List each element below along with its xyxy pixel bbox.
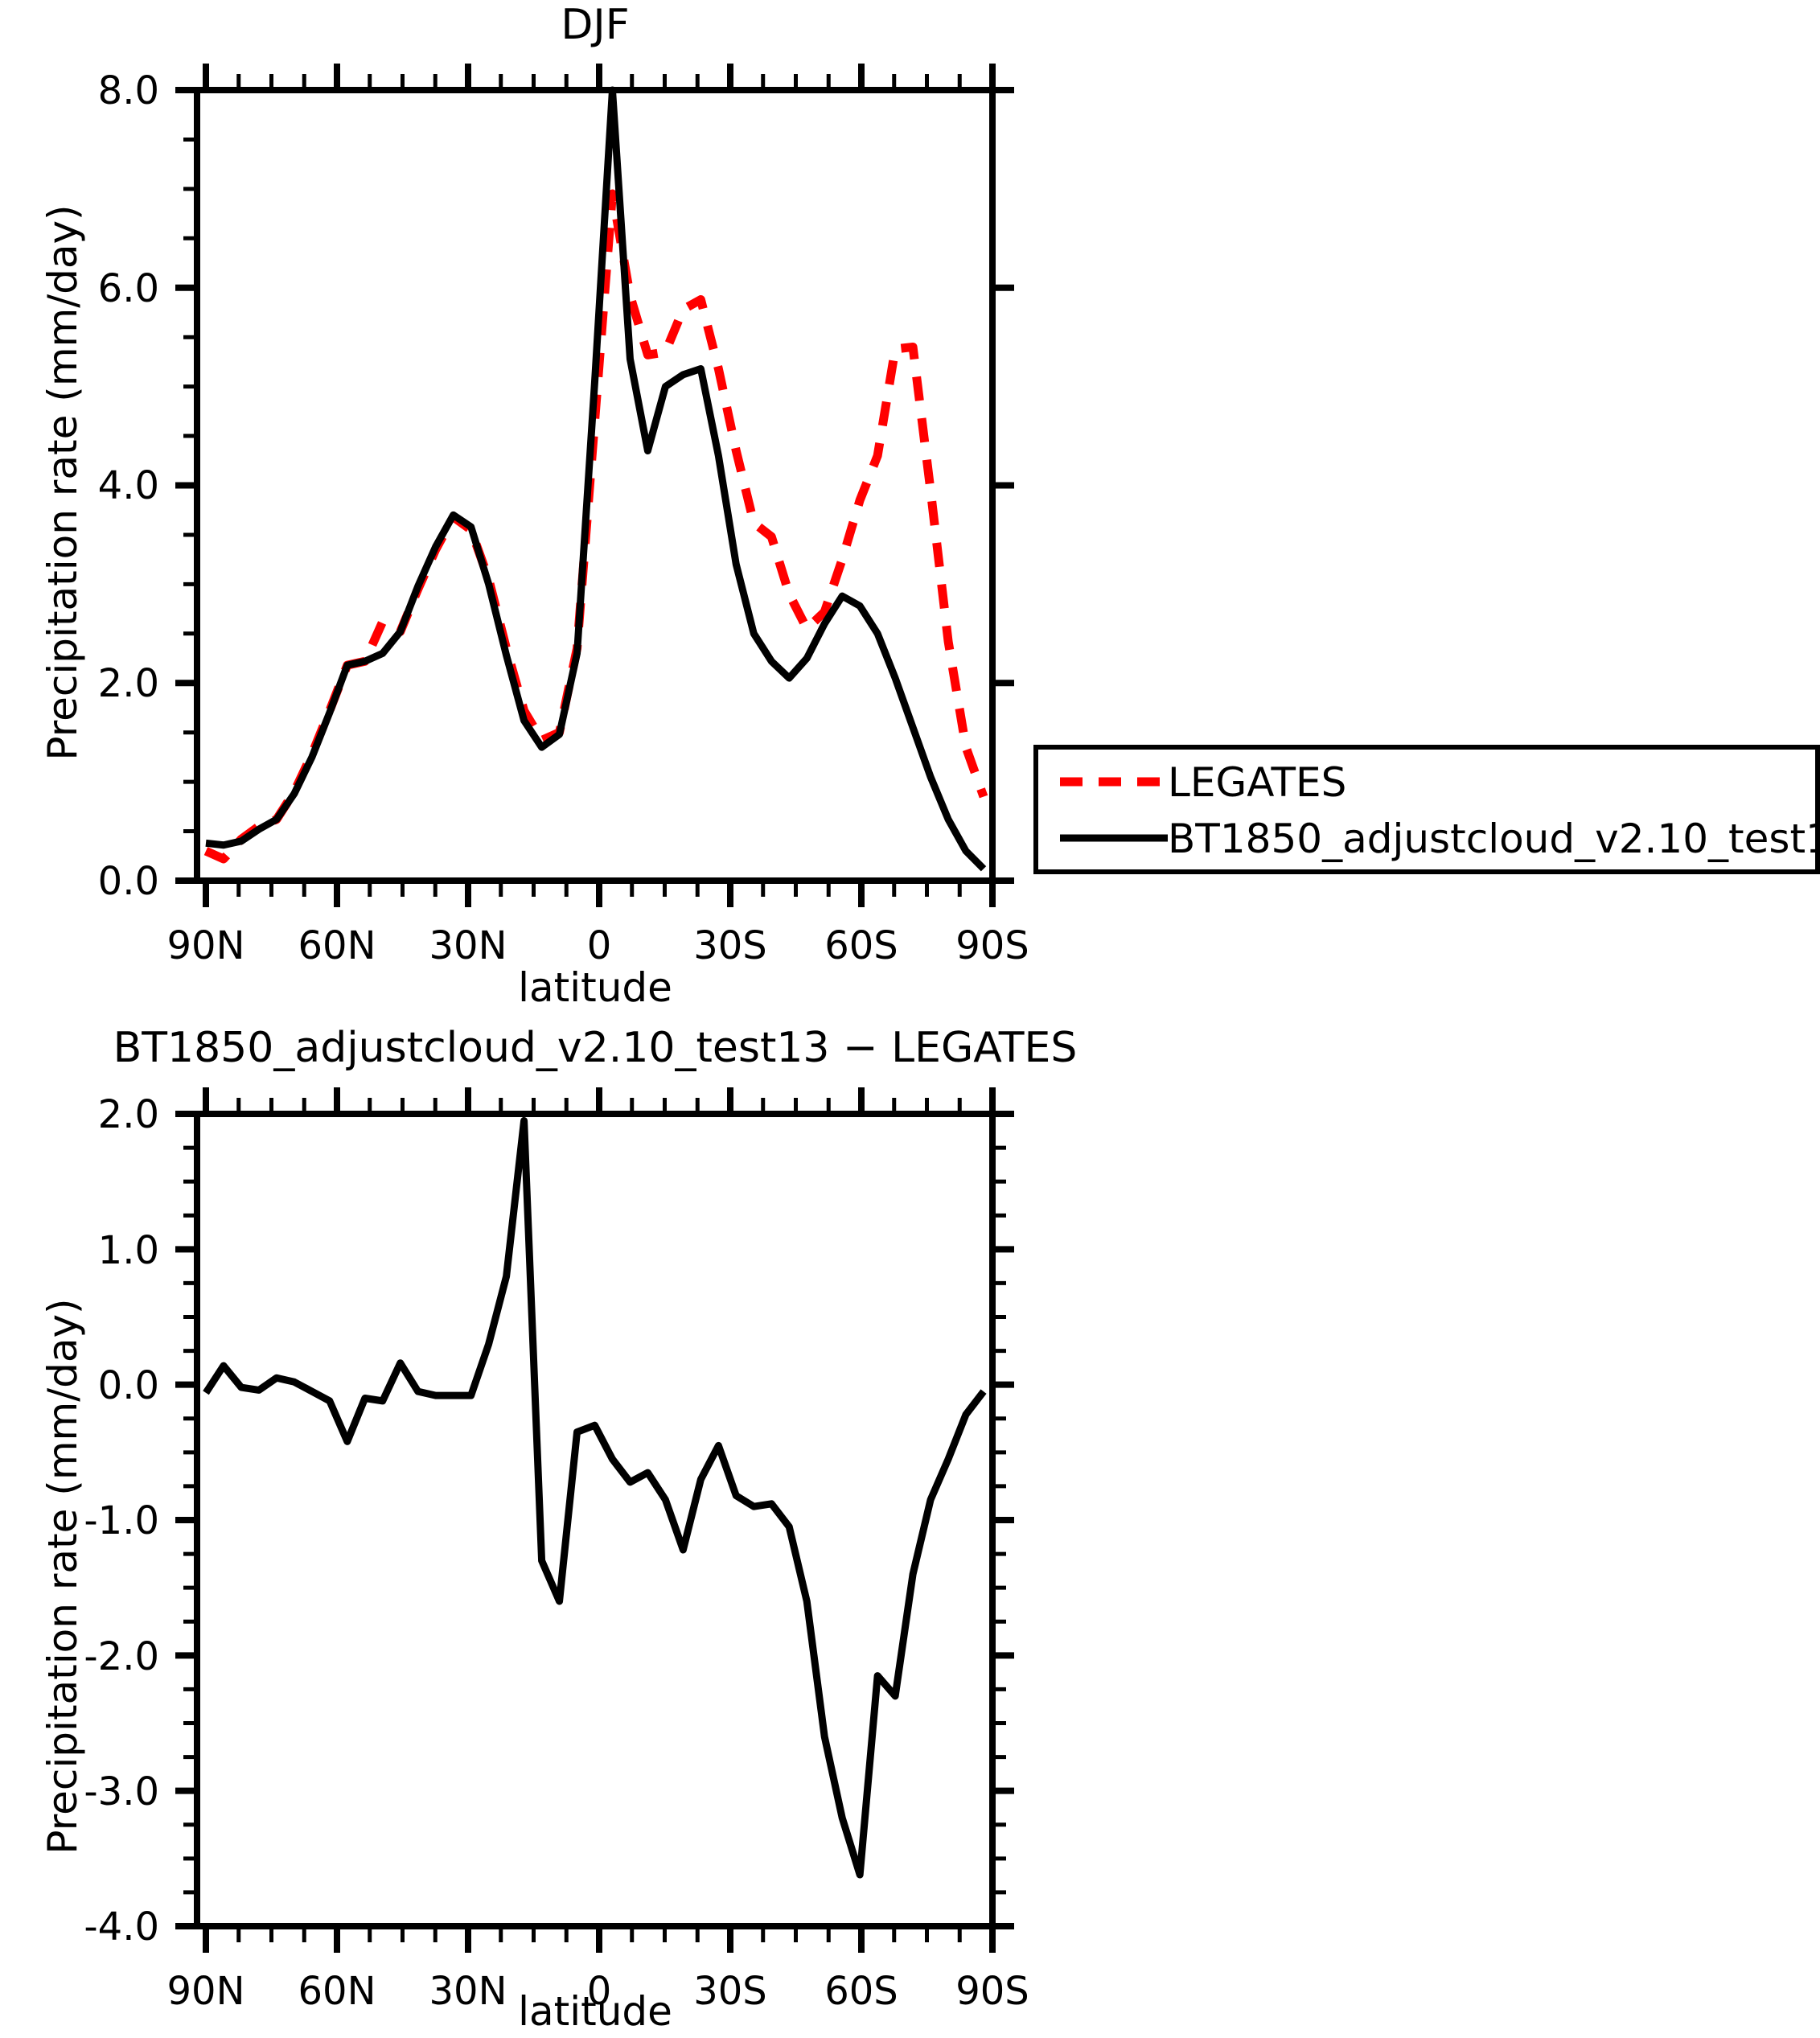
panel-top-xtick-label-4: 30S	[693, 923, 767, 968]
panel-top-series-group	[203, 86, 988, 872]
panel-bottom-xtick-label-1: 60N	[298, 1969, 376, 2014]
panel-difference-svg: BT1850_adjustcloud_v2.10_test13 − LEGATE…	[39, 1024, 1078, 2035]
panel-top-ytick-minor	[183, 137, 197, 834]
legend: LEGATES BT1850_adjustcloud_v2.10_test13	[1033, 745, 1820, 874]
panel-top-xtick-label-1: 60N	[298, 923, 376, 968]
panel-top-xtick-label-3: 0	[587, 923, 612, 968]
panel-bottom-ytick-major	[175, 1111, 1014, 1929]
panel-bottom-title: BT1850_adjustcloud_v2.10_test13 − LEGATE…	[113, 1024, 1078, 1072]
panel-top-ytick-major	[175, 87, 1014, 884]
panel-top-xtick-minor	[236, 74, 962, 897]
panel-bottom-xtick-label-6: 90S	[955, 1969, 1029, 2014]
panel-top-ytick-label-2: 4.0	[98, 463, 159, 508]
panel-top-xlabel: latitude	[518, 964, 672, 1011]
legend-label-bt1850: BT1850_adjustcloud_v2.10_test13	[1168, 816, 1820, 862]
panel-difference: BT1850_adjustcloud_v2.10_test13 − LEGATE…	[0, 1021, 1820, 2038]
panel-bottom-xtick-label-4: 30S	[693, 1969, 767, 2014]
panel-top-title: DJF	[561, 1, 629, 49]
panel-bottom-xtick-label-0: 90N	[167, 1969, 245, 2014]
panel-bottom-ytick-label-6: 2.0	[98, 1092, 159, 1137]
panel-bottom-xtick-label-3: 0	[587, 1969, 612, 2014]
legend-box	[1033, 745, 1820, 874]
legend-label-legates: LEGATES	[1168, 759, 1346, 806]
panel-bottom-xtick-label-5: 60S	[824, 1969, 898, 2014]
panel-bottom-plot-frame	[194, 1111, 996, 1929]
panel-top-xtick-label-5: 60S	[824, 923, 898, 968]
panel-top-xtick-label-2: 30N	[429, 923, 507, 968]
panel-bottom-ytick-label-3: -1.0	[84, 1498, 159, 1543]
panel-top-plot-frame	[194, 87, 996, 884]
panel-bottom-ytick-label-1: -3.0	[84, 1769, 159, 1814]
panel-bottom-xtick-label-2: 30N	[429, 1969, 507, 2014]
panel-bottom-ytick-label-5: 1.0	[98, 1228, 159, 1273]
panel-bottom-ytick-label-4: 0.0	[98, 1363, 159, 1408]
panel-djf: DJF Precipitation rate (mm/day) latitude	[39, 1, 1820, 1011]
series-line-legates	[203, 189, 988, 864]
panel-bottom-xtick-major	[203, 1087, 996, 1953]
panel-bottom-xtick-minor	[236, 1098, 962, 1942]
panel-bottom-xlabel: latitude	[518, 1988, 672, 2035]
panel-top-ytick-label-0: 0.0	[98, 859, 159, 904]
panel-bottom-ylabel: Precipitation rate (mm/day)	[39, 1298, 86, 1854]
panel-djf-svg: DJF Precipitation rate (mm/day) latitude	[39, 1, 1820, 1011]
panel-bottom-ytick-label-2: -2.0	[84, 1634, 159, 1679]
panel-top-xtick-major	[203, 64, 996, 907]
panel-top-ytick-label-3: 6.0	[98, 266, 159, 311]
series-line-difference	[203, 1116, 987, 1879]
series-line-bt1850	[205, 86, 987, 872]
panel-bottom-ytick-label-0: -4.0	[84, 1904, 159, 1950]
panel-top-ylabel: Precipitation rate (mm/day)	[39, 204, 86, 760]
panel-top-xtick-label-0: 90N	[167, 923, 245, 968]
panel-top-ytick-label-4: 8.0	[98, 68, 159, 113]
panel-bottom-ytick-minor	[183, 1145, 1006, 1895]
panel-bottom-series-group	[203, 1116, 987, 1879]
panel-top-ytick-label-1: 2.0	[98, 661, 159, 706]
panel-top-xtick-label-6: 90S	[955, 923, 1029, 968]
